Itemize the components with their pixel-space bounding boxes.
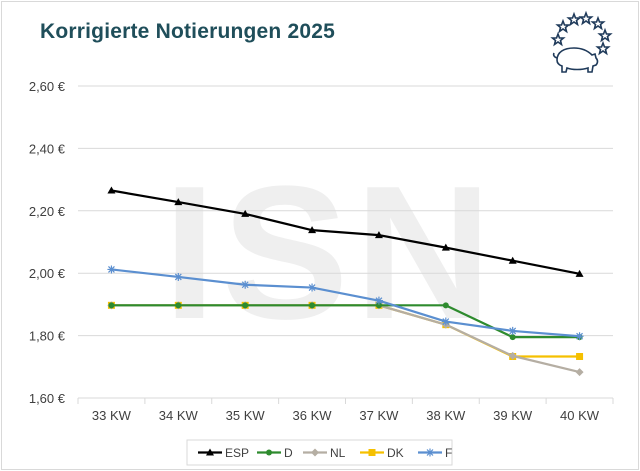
data-point <box>375 302 382 309</box>
watermark-text: ISN <box>163 147 498 359</box>
legend-item-esp: ESP <box>198 446 249 460</box>
x-tick-label: 40 KW <box>560 408 600 423</box>
data-point <box>308 226 317 234</box>
data-point <box>575 269 584 277</box>
data-point <box>175 302 182 309</box>
legend-label: ESP <box>225 446 249 460</box>
x-axis-ticks: 33 KW 34 KW 35 KW 36 KW 37 KW 38 KW 39 KW 40 KW <box>77 398 614 423</box>
data-point <box>309 302 316 309</box>
data-point <box>576 353 584 361</box>
y-tick-label: 2,00 € <box>29 266 66 281</box>
data-point <box>308 283 317 292</box>
x-tick-label: 36 KW <box>293 408 333 423</box>
y-tick-label: 2,60 € <box>29 79 66 94</box>
data-point <box>508 326 517 335</box>
y-axis-ticks: 1,60 € 1,80 € 2,00 € 2,20 € 2,40 € 2,60 € <box>29 79 66 406</box>
data-point <box>374 231 383 239</box>
data-point <box>107 186 116 194</box>
legend-item-dk: DK <box>360 446 404 460</box>
legend-marker <box>368 449 376 456</box>
legend-item-d: D <box>257 446 293 460</box>
series-line <box>111 304 580 339</box>
data-point <box>441 243 450 251</box>
data-point <box>174 272 183 281</box>
x-tick-label: 38 KW <box>426 408 466 423</box>
legend-item-nl: NL <box>303 446 346 460</box>
chart-title: Korrigierte Notierungen 2025 <box>40 20 336 43</box>
data-point <box>508 351 517 360</box>
data-point <box>174 198 183 206</box>
x-tick-label: 37 KW <box>359 408 399 423</box>
series-f <box>107 265 584 341</box>
series-lines <box>107 186 584 377</box>
data-point <box>108 302 115 309</box>
legend-label: D <box>284 446 293 460</box>
pig-stars-logo-icon <box>550 10 613 73</box>
grid-lines <box>78 85 613 399</box>
legend-label: F <box>445 446 452 460</box>
y-tick-label: 2,40 € <box>29 141 66 156</box>
series-line <box>111 268 580 338</box>
legend: ESP D NL DK F <box>186 439 453 466</box>
data-point <box>508 256 517 264</box>
legend-marker <box>426 448 434 457</box>
data-point <box>241 280 250 289</box>
isn-watermark: ISN <box>163 147 498 359</box>
legend-label: NL <box>330 446 346 460</box>
series-line <box>111 189 580 275</box>
legend-marker <box>206 448 214 456</box>
x-tick-label: 35 KW <box>226 408 266 423</box>
data-point <box>575 332 584 341</box>
data-point <box>509 334 516 341</box>
data-point <box>107 265 116 274</box>
y-tick-label: 1,80 € <box>29 329 66 344</box>
data-point <box>242 302 249 309</box>
y-tick-label: 1,60 € <box>29 391 66 406</box>
legend-label: DK <box>387 446 404 460</box>
data-point <box>442 302 449 309</box>
x-tick-label: 33 KW <box>92 408 132 423</box>
y-tick-label: 2,20 € <box>29 204 66 219</box>
data-point <box>575 368 584 377</box>
data-point <box>441 317 450 326</box>
series-esp <box>107 186 584 277</box>
legend-marker <box>311 448 319 457</box>
x-tick-label: 39 KW <box>493 408 533 423</box>
x-tick-label: 34 KW <box>159 408 199 423</box>
legend-item-f: F <box>418 446 452 460</box>
data-point <box>241 209 250 217</box>
data-point <box>374 296 383 305</box>
legend-marker <box>266 449 272 456</box>
